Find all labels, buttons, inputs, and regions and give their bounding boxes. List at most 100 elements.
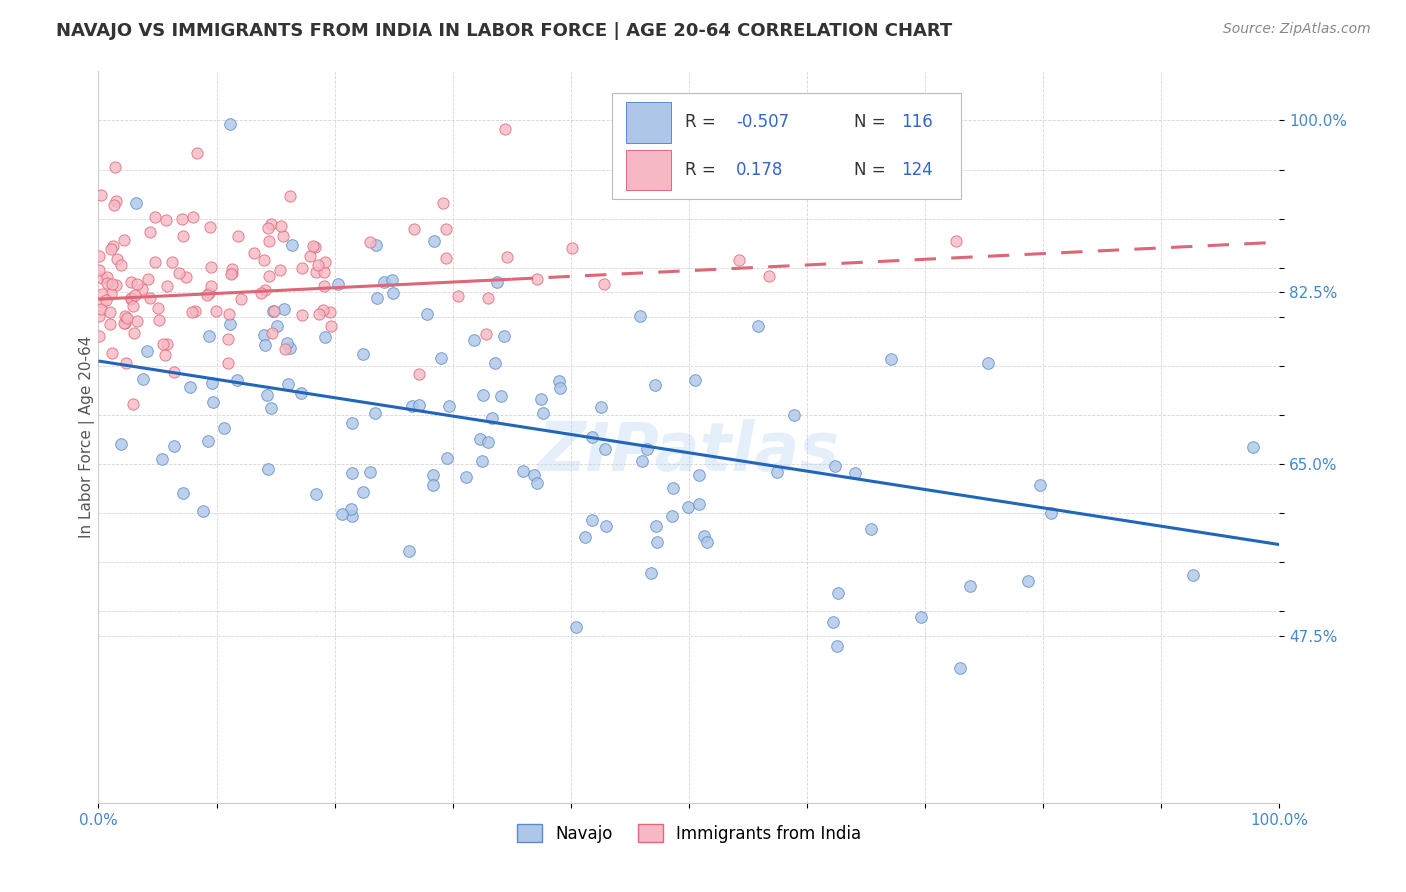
Point: [640, 566, 662, 581]
Point: [477, 291, 499, 305]
Point: [945, 235, 967, 249]
Point: [595, 519, 617, 533]
Point: [319, 305, 342, 319]
Point: [172, 211, 194, 226]
Point: [307, 258, 329, 272]
Point: [636, 442, 658, 456]
Point: [112, 316, 135, 330]
Point: [477, 435, 499, 450]
Point: [110, 258, 132, 272]
Point: [662, 481, 685, 495]
Point: [645, 534, 668, 549]
Point: [825, 639, 848, 653]
Point: [160, 255, 183, 269]
Point: [254, 283, 277, 297]
Point: [688, 497, 710, 511]
Point: [90, 188, 112, 202]
Point: [96, 293, 118, 308]
Point: [434, 221, 457, 235]
Point: [138, 272, 160, 286]
Point: [1017, 574, 1039, 589]
Point: [120, 275, 142, 289]
Point: [305, 265, 328, 279]
Point: [352, 485, 374, 500]
Point: [122, 326, 145, 341]
Point: [880, 351, 903, 366]
Point: [243, 245, 266, 260]
Point: [727, 253, 749, 268]
Point: [468, 432, 491, 446]
Point: [314, 255, 336, 269]
Point: [152, 337, 174, 351]
Point: [273, 342, 295, 356]
Point: [281, 237, 304, 252]
Point: [260, 326, 283, 340]
Point: [747, 319, 769, 334]
Point: [949, 660, 972, 674]
Point: [172, 485, 194, 500]
Point: [291, 261, 314, 276]
Point: [101, 277, 124, 291]
Point: [186, 145, 208, 160]
FancyBboxPatch shape: [626, 150, 671, 190]
Point: [89, 309, 111, 323]
Point: [314, 330, 336, 344]
Point: [125, 196, 148, 211]
Point: [257, 235, 280, 249]
Point: [484, 356, 506, 370]
Point: [131, 282, 153, 296]
Point: [200, 376, 222, 391]
Point: [1241, 440, 1264, 454]
Text: 116: 116: [901, 113, 934, 131]
Point: [548, 375, 571, 389]
Point: [127, 277, 149, 292]
Point: [278, 189, 301, 203]
Point: [359, 235, 381, 250]
Point: [381, 285, 404, 300]
Point: [783, 409, 806, 423]
Point: [167, 267, 190, 281]
Point: [163, 365, 186, 379]
Point: [364, 406, 387, 420]
Point: [110, 437, 132, 451]
Point: [218, 118, 240, 132]
Point: [471, 388, 494, 402]
Point: [758, 268, 780, 283]
Legend: Navajo, Immigrants from India: Navajo, Immigrants from India: [510, 818, 868, 849]
Point: [494, 328, 516, 343]
Point: [593, 442, 616, 456]
Point: [139, 292, 162, 306]
Point: [180, 305, 202, 319]
Point: [201, 394, 224, 409]
Point: [221, 266, 243, 280]
Point: [217, 332, 239, 346]
Point: [114, 316, 136, 330]
FancyBboxPatch shape: [612, 94, 960, 200]
Point: [644, 377, 666, 392]
Point: [146, 301, 169, 316]
Point: [200, 219, 222, 234]
Point: [475, 326, 498, 341]
Point: [454, 469, 477, 483]
Point: [249, 286, 271, 301]
Point: [434, 252, 457, 266]
Point: [447, 288, 470, 302]
Point: [676, 147, 699, 161]
Point: [432, 195, 454, 210]
Point: [163, 439, 186, 453]
Point: [115, 356, 138, 370]
Point: [491, 389, 513, 403]
Text: NAVAJO VS IMMIGRANTS FROM INDIA IN LABOR FORCE | AGE 20-64 CORRELATION CHART: NAVAJO VS IMMIGRANTS FROM INDIA IN LABOR…: [56, 22, 952, 40]
Point: [373, 275, 395, 289]
Point: [101, 346, 124, 360]
Point: [197, 285, 219, 300]
Point: [824, 458, 846, 473]
Point: [481, 411, 503, 425]
Point: [859, 522, 882, 536]
Point: [959, 579, 981, 593]
Point: [257, 462, 280, 476]
Point: [204, 304, 226, 318]
Point: [485, 275, 508, 289]
Point: [661, 509, 683, 524]
Point: [120, 291, 142, 305]
